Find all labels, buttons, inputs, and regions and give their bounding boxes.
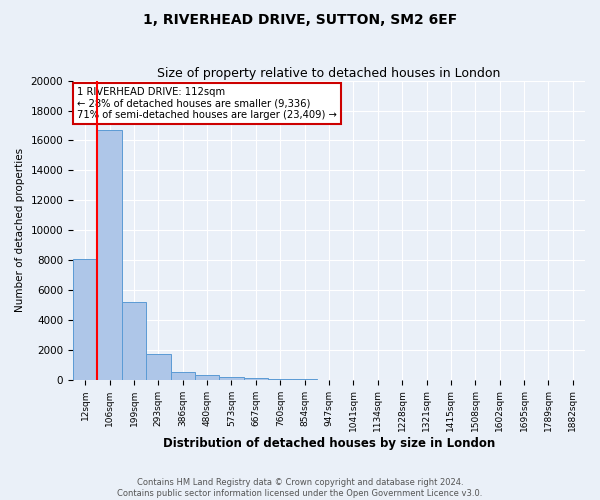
Bar [244,378,268,380]
Bar [146,354,170,380]
X-axis label: Distribution of detached houses by size in London: Distribution of detached houses by size … [163,437,495,450]
Bar [220,377,244,380]
Y-axis label: Number of detached properties: Number of detached properties [15,148,25,312]
Text: 1, RIVERHEAD DRIVE, SUTTON, SM2 6EF: 1, RIVERHEAD DRIVE, SUTTON, SM2 6EF [143,12,457,26]
Bar [195,375,220,380]
Title: Size of property relative to detached houses in London: Size of property relative to detached ho… [157,66,501,80]
Bar [170,372,195,380]
Bar [122,302,146,380]
Bar [97,130,122,380]
Text: 1 RIVERHEAD DRIVE: 112sqm
← 28% of detached houses are smaller (9,336)
71% of se: 1 RIVERHEAD DRIVE: 112sqm ← 28% of detac… [77,86,337,120]
Text: Contains HM Land Registry data © Crown copyright and database right 2024.
Contai: Contains HM Land Registry data © Crown c… [118,478,482,498]
Bar [73,260,97,380]
